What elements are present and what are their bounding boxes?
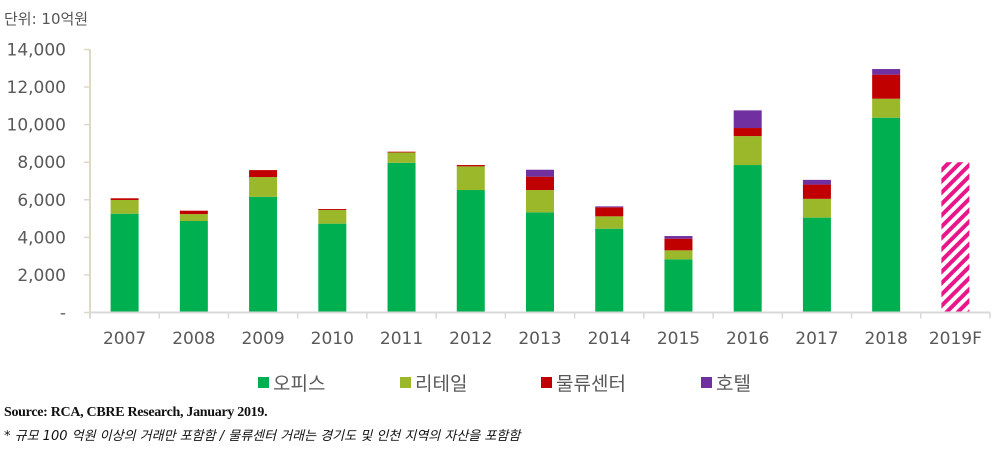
legend-label-office: 오피스 bbox=[273, 373, 326, 395]
bar-2015 bbox=[664, 236, 693, 313]
legend: 오피스 리테일 물류센터 호텔 bbox=[0, 369, 1004, 397]
x-tick-label: 2008 bbox=[172, 329, 215, 349]
bar-segment bbox=[110, 199, 139, 214]
source-note: Source: RCA, CBRE Research, January 2019… bbox=[4, 405, 268, 420]
x-tick-label: 2009 bbox=[241, 329, 284, 349]
x-tick-label: 2016 bbox=[726, 329, 769, 349]
bar-segment bbox=[179, 210, 208, 215]
legend-item-logistics: 물류센터 bbox=[541, 369, 626, 396]
bar-2011 bbox=[387, 151, 416, 313]
x-tick-label: 2018 bbox=[865, 329, 908, 349]
bar-segment bbox=[456, 166, 485, 191]
x-axis: 2007 2008 2009 2010 2011 2012 2013 2014 2015 2016… bbox=[89, 311, 991, 349]
y-tick-label: 2,000 bbox=[17, 266, 66, 286]
legend-swatch-logistics bbox=[541, 377, 552, 388]
bar-segment bbox=[802, 217, 831, 313]
bars bbox=[110, 69, 970, 313]
x-tick-label: 2017 bbox=[795, 329, 838, 349]
bar-segment bbox=[802, 179, 831, 185]
y-tick-label: 10,000 bbox=[7, 116, 66, 136]
legend-swatch-office bbox=[258, 377, 269, 388]
legend-item-office: 오피스 bbox=[258, 369, 325, 396]
bar-segment bbox=[526, 169, 554, 177]
bar-segment bbox=[526, 190, 554, 213]
bar-segment bbox=[179, 221, 208, 313]
legend-label-hotel: 호텔 bbox=[716, 373, 751, 395]
bar-segment bbox=[110, 213, 139, 313]
bar-segment bbox=[872, 74, 901, 99]
x-tick-label: 2007 bbox=[103, 329, 146, 349]
y-tick-label: - bbox=[60, 304, 66, 324]
x-tick-label: 2013 bbox=[518, 329, 561, 349]
bar-segment bbox=[249, 170, 278, 178]
legend-swatch-retail bbox=[400, 377, 411, 388]
bar-segment bbox=[387, 151, 416, 153]
y-tick-label: 12,000 bbox=[7, 78, 66, 98]
x-tick-label: 2014 bbox=[588, 329, 631, 349]
y-tick-label: 8,000 bbox=[17, 153, 66, 173]
legend-label-retail: 리테일 bbox=[415, 373, 468, 395]
stacked-bar-chart: -2,0004,0006,0008,00010,00012,00014,000 … bbox=[7, 41, 991, 349]
bar-2013 bbox=[526, 169, 554, 313]
x-tick-label: 2011 bbox=[380, 329, 423, 349]
bar-segment bbox=[110, 198, 139, 200]
bar-segment bbox=[802, 198, 831, 218]
bar-segment bbox=[664, 259, 693, 313]
legend-item-hotel: 호텔 bbox=[701, 369, 751, 396]
legend-label-logistics: 물류센터 bbox=[556, 373, 626, 395]
bar-segment bbox=[526, 212, 554, 313]
unit-label: 단위: 10억원 bbox=[4, 10, 89, 28]
bar-2009 bbox=[249, 170, 278, 313]
bar-segment bbox=[456, 190, 485, 313]
bar-segment bbox=[456, 165, 485, 167]
y-axis: - 2,000 4,000 6,000 8,000 10,000 12,000 14,000 bbox=[7, 41, 91, 324]
bar-segment bbox=[179, 214, 208, 222]
footnote: * 규모 100 억원 이상의 거래만 포함함 / 물류센터 거래는 경기도 및… bbox=[4, 429, 521, 444]
bar-2012 bbox=[456, 165, 485, 313]
bar-segment bbox=[526, 176, 554, 191]
bar-segment bbox=[595, 206, 624, 208]
bar-2014 bbox=[595, 206, 624, 313]
bar-2017 bbox=[802, 179, 831, 313]
bar-segment bbox=[664, 238, 693, 251]
forecast-segment bbox=[941, 162, 970, 313]
bar-segment bbox=[595, 207, 624, 217]
legend-swatch-hotel bbox=[701, 377, 712, 388]
bar-segment bbox=[318, 223, 347, 313]
bar-segment bbox=[387, 152, 416, 163]
bar-segment bbox=[733, 136, 762, 166]
y-tick-label: 14,000 bbox=[7, 41, 66, 61]
x-tick-label: 2019F bbox=[929, 329, 982, 349]
bar-segment bbox=[318, 209, 347, 224]
bar-segment bbox=[872, 117, 901, 313]
x-tick-label: 2010 bbox=[311, 329, 354, 349]
bar-segment bbox=[595, 228, 624, 313]
bar-segment bbox=[387, 162, 416, 313]
bar-segment bbox=[595, 216, 624, 229]
legend-item-retail: 리테일 bbox=[400, 369, 467, 396]
bar-segment bbox=[249, 196, 278, 313]
bar-2010 bbox=[318, 208, 347, 313]
bar-segment bbox=[872, 69, 901, 75]
bar-segment bbox=[249, 177, 278, 197]
bar-segment bbox=[733, 128, 762, 137]
x-tick-label: 2015 bbox=[657, 329, 700, 349]
bar-segment bbox=[664, 236, 693, 239]
x-tick-label: 2012 bbox=[449, 329, 492, 349]
bar-segment bbox=[733, 110, 762, 129]
bar-segment bbox=[872, 98, 901, 118]
bar-2019F bbox=[941, 162, 970, 313]
bar-2018 bbox=[872, 69, 901, 313]
bar-segment bbox=[664, 250, 693, 260]
bar-segment bbox=[318, 208, 347, 210]
bar-2007 bbox=[110, 198, 139, 313]
bar-2008 bbox=[179, 210, 208, 313]
y-tick-label: 4,000 bbox=[17, 228, 66, 248]
bar-segment bbox=[733, 165, 762, 313]
bar-segment bbox=[802, 184, 831, 199]
y-tick-label: 6,000 bbox=[17, 191, 66, 211]
bar-2016 bbox=[733, 110, 762, 313]
